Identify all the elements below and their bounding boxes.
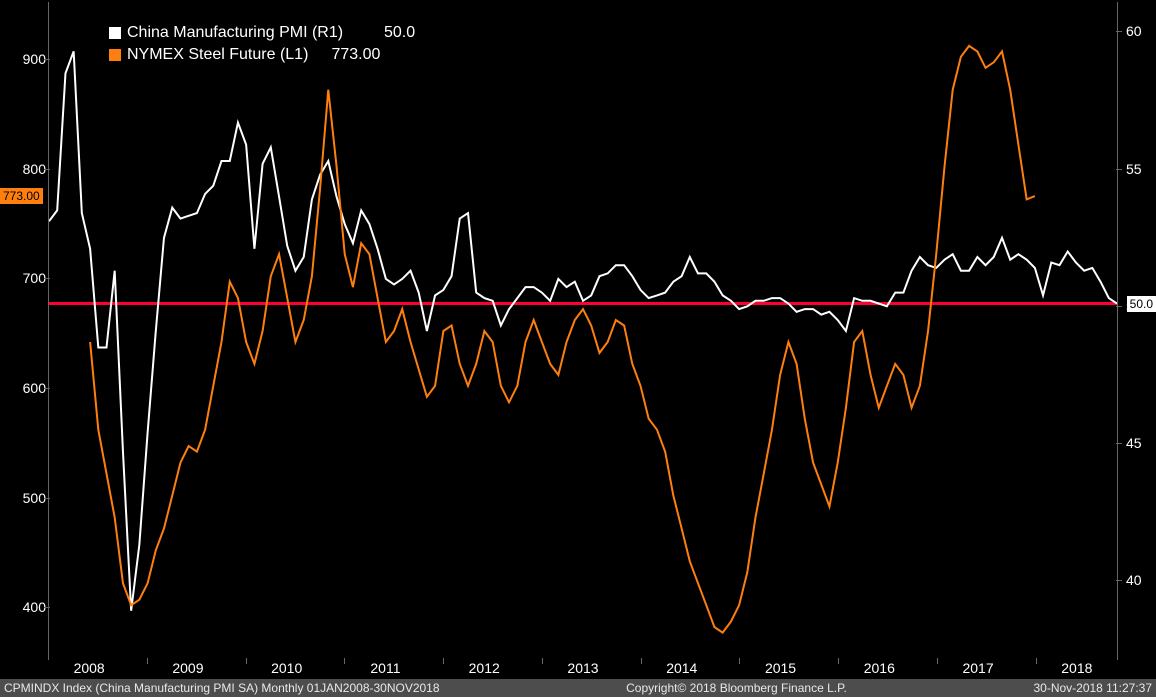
x-tick-label: 2011 [370,660,400,676]
y-right-tick: 60 [1120,23,1156,39]
x-tick-label: 2017 [962,660,993,676]
x-tick-label: 2014 [666,660,697,676]
y-left-tick: 700 [0,270,46,286]
end-label-left: 773.00 [0,188,43,204]
legend-label: NYMEX Steel Future (L1) [127,46,308,64]
y-left-tick: 900 [0,51,46,67]
series-line [49,51,1117,610]
x-tick-label: 2008 [74,660,105,676]
series-line [90,46,1035,633]
x-tick-label: 2012 [469,660,500,676]
y-axis-left: 400 500 600 700 800 900 [0,2,46,660]
y-left-tick: 800 [0,161,46,177]
line-series-svg [49,2,1117,660]
footer-bar: CPMINDX Index (China Manufacturing PMI S… [0,679,1156,697]
y-right-tick: 45 [1120,435,1156,451]
legend: China Manufacturing PMI (R1) 50.0 NYMEX … [109,22,415,66]
x-axis: 2008 2009 2010 2011 2012 2013 2014 2015 2016 2017… [48,660,1118,678]
chart-container: China Manufacturing PMI (R1) 50.0 NYMEX … [0,0,1156,697]
legend-row: NYMEX Steel Future (L1) 773.00 [109,44,415,66]
y-axis-right: 4045505560 [1120,2,1156,660]
y-left-tick: 500 [0,490,46,506]
x-tick-label: 2015 [765,660,796,676]
footer-center: Copyright© 2018 Bloomberg Finance L.P. [440,681,1034,695]
y-right-tick: 40 [1120,572,1156,588]
y-left-tick: 400 [0,599,46,615]
legend-value: 773.00 [320,46,380,64]
y-left-tick: 600 [0,380,46,396]
x-tick-label: 2009 [172,660,203,676]
end-label-left-text: 773.00 [3,189,40,203]
x-tick-label: 2013 [567,660,598,676]
x-tick-label: 2016 [864,660,895,676]
legend-row: China Manufacturing PMI (R1) 50.0 [109,22,415,44]
legend-swatch [109,27,121,39]
x-tick-label: 2010 [271,660,302,676]
end-label-right-text: 50.0 [1130,297,1153,311]
x-tick-label: 2018 [1061,660,1092,676]
legend-swatch [109,49,121,61]
plot-area: China Manufacturing PMI (R1) 50.0 NYMEX … [48,2,1118,660]
legend-label: China Manufacturing PMI (R1) [127,24,343,42]
footer-left: CPMINDX Index (China Manufacturing PMI S… [4,681,440,695]
y-right-tick: 55 [1120,161,1156,177]
footer-right: 30-Nov-2018 11:27:37 [1033,681,1152,695]
legend-value: 50.0 [355,24,415,42]
end-label-right: 50.0 [1127,296,1156,312]
